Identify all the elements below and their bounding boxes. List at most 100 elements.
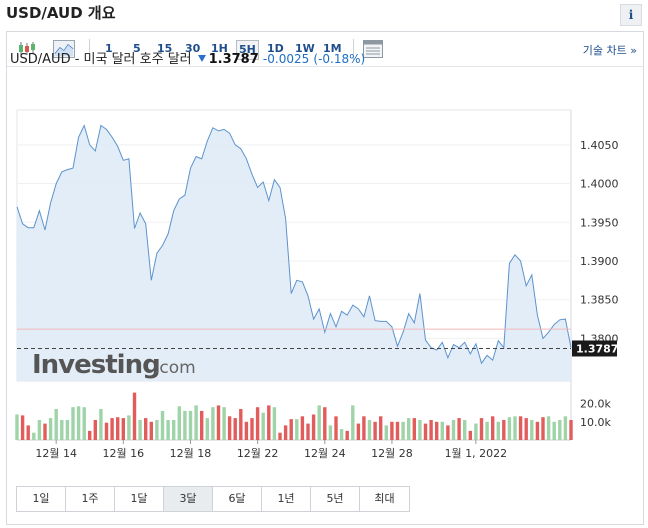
current-price-label: 1.3787 (576, 342, 618, 355)
x-tick-label: 12월 28 (371, 447, 413, 460)
volume-tick-label: 20.0k (580, 398, 611, 411)
last-price: 1.3787 (208, 52, 259, 67)
volume-bar (255, 407, 260, 440)
range-option[interactable]: 1년 (262, 487, 311, 511)
watermark-suffix: .com (154, 358, 196, 378)
timeframe-15[interactable]: 15 (157, 42, 173, 55)
volume-bar (32, 432, 36, 440)
volume-bar (188, 410, 193, 440)
price-chart[interactable]: 1.38001.38501.39001.39501.40001.40501.37… (0, 0, 648, 470)
y-tick-label: 1.3900 (580, 255, 619, 268)
candlestick-icon[interactable] (17, 40, 37, 58)
technical-chart-link[interactable]: 기술 차트 » (582, 44, 637, 57)
volume-bar (457, 418, 461, 440)
volume-bar (26, 425, 30, 440)
volume-bar (205, 418, 209, 440)
volume-bar (71, 407, 75, 440)
volume-bar (183, 410, 187, 440)
volume-bar (356, 423, 361, 440)
volume-bar (317, 405, 321, 440)
y-tick-label: 1.3850 (580, 294, 619, 307)
volume-bar (367, 420, 372, 440)
volume-bar (328, 425, 333, 440)
x-tick-label: 12월 14 (35, 447, 77, 460)
volume-bar (569, 420, 573, 440)
volume-bar (300, 416, 305, 440)
volume-bar (267, 405, 271, 440)
volume-bar (200, 410, 204, 440)
volume-bar (222, 407, 226, 440)
timeframe-1d[interactable]: 1D (267, 42, 284, 55)
instrument-name: USD/AUD - 미국 달러 호주 달러 (10, 52, 192, 67)
timeframe-1h[interactable]: 1H (211, 42, 228, 55)
volume-bar (474, 423, 478, 440)
volume-bar (429, 420, 433, 440)
volume-bar (37, 420, 42, 440)
x-tick-label: 12월 24 (304, 447, 346, 460)
volume-bar (278, 432, 282, 440)
down-arrow-icon (197, 55, 206, 62)
volume-bar (239, 409, 243, 440)
volume-bar (43, 423, 47, 440)
volume-bar (227, 416, 232, 440)
timeframe-5[interactable]: 5 (133, 42, 141, 55)
range-option[interactable]: 5년 (311, 487, 360, 511)
volume-bar (563, 416, 568, 440)
volume-bar (395, 421, 400, 440)
timeframe-1[interactable]: 1 (105, 42, 113, 55)
volume-bar (423, 423, 428, 440)
timeframe-1w[interactable]: 1W (295, 42, 315, 55)
volume-bar (283, 425, 288, 440)
volume-bar (306, 423, 310, 440)
volume-bar (194, 405, 198, 440)
table-view-icon[interactable] (363, 40, 383, 58)
range-option[interactable]: 1달 (115, 487, 164, 511)
info-button[interactable]: i (620, 4, 642, 26)
volume-bar (149, 421, 153, 440)
volume-bar (54, 409, 58, 440)
range-option[interactable]: 3달 (164, 487, 213, 511)
range-option[interactable]: 6달 (213, 487, 262, 511)
volume-bar (530, 420, 534, 440)
current-price-tag (572, 340, 617, 357)
volume-bar (351, 405, 355, 440)
page-title: USD/AUD 개요 (6, 4, 116, 22)
volume-bar (373, 421, 377, 440)
volume-bar (345, 430, 349, 440)
volume-bar (132, 392, 137, 440)
volume-bar (261, 412, 265, 440)
x-tick-label: 12월 22 (237, 447, 279, 460)
volume-bar (295, 419, 299, 440)
volume-bar (65, 420, 70, 440)
volume-bar (407, 418, 411, 440)
range-option[interactable]: 1일 (17, 487, 66, 511)
y-tick-label: 1.3950 (580, 216, 619, 229)
toolbar-divider (353, 39, 354, 61)
volume-bar (155, 420, 159, 440)
volume-bar (546, 416, 551, 440)
timeframe-30[interactable]: 30 (185, 42, 201, 55)
volume-bar (334, 416, 338, 440)
area-chart-icon[interactable] (53, 40, 75, 58)
volume-bar (116, 417, 120, 440)
volume-bar (535, 421, 540, 440)
timeframe-1m[interactable]: 1M (323, 42, 342, 55)
volume-bar (479, 418, 484, 440)
volume-bar (362, 416, 366, 440)
watermark-logo: Investing (32, 350, 160, 380)
volume-bar (127, 415, 131, 440)
volume-bar (99, 409, 103, 440)
volume-bar (518, 416, 523, 440)
chart-panel: 1 5 15 30 1H 5H 1D 1W 1M 기술 차트 » (6, 31, 644, 525)
volume-bar (110, 418, 114, 440)
price-change-percent: (-0.18%) (313, 52, 366, 66)
volume-bar (485, 421, 489, 440)
volume-bar (233, 418, 237, 440)
timeframe-5h[interactable]: 5H (236, 40, 259, 60)
range-option[interactable]: 최대 (374, 492, 395, 505)
volume-bar (468, 430, 472, 440)
price-change: -0.0025 (262, 52, 310, 66)
range-option[interactable]: 1주 (66, 487, 115, 511)
quote-line: USD/AUD - 미국 달러 호주 달러 1.3787 -0.0025 (-0.… (10, 48, 365, 67)
